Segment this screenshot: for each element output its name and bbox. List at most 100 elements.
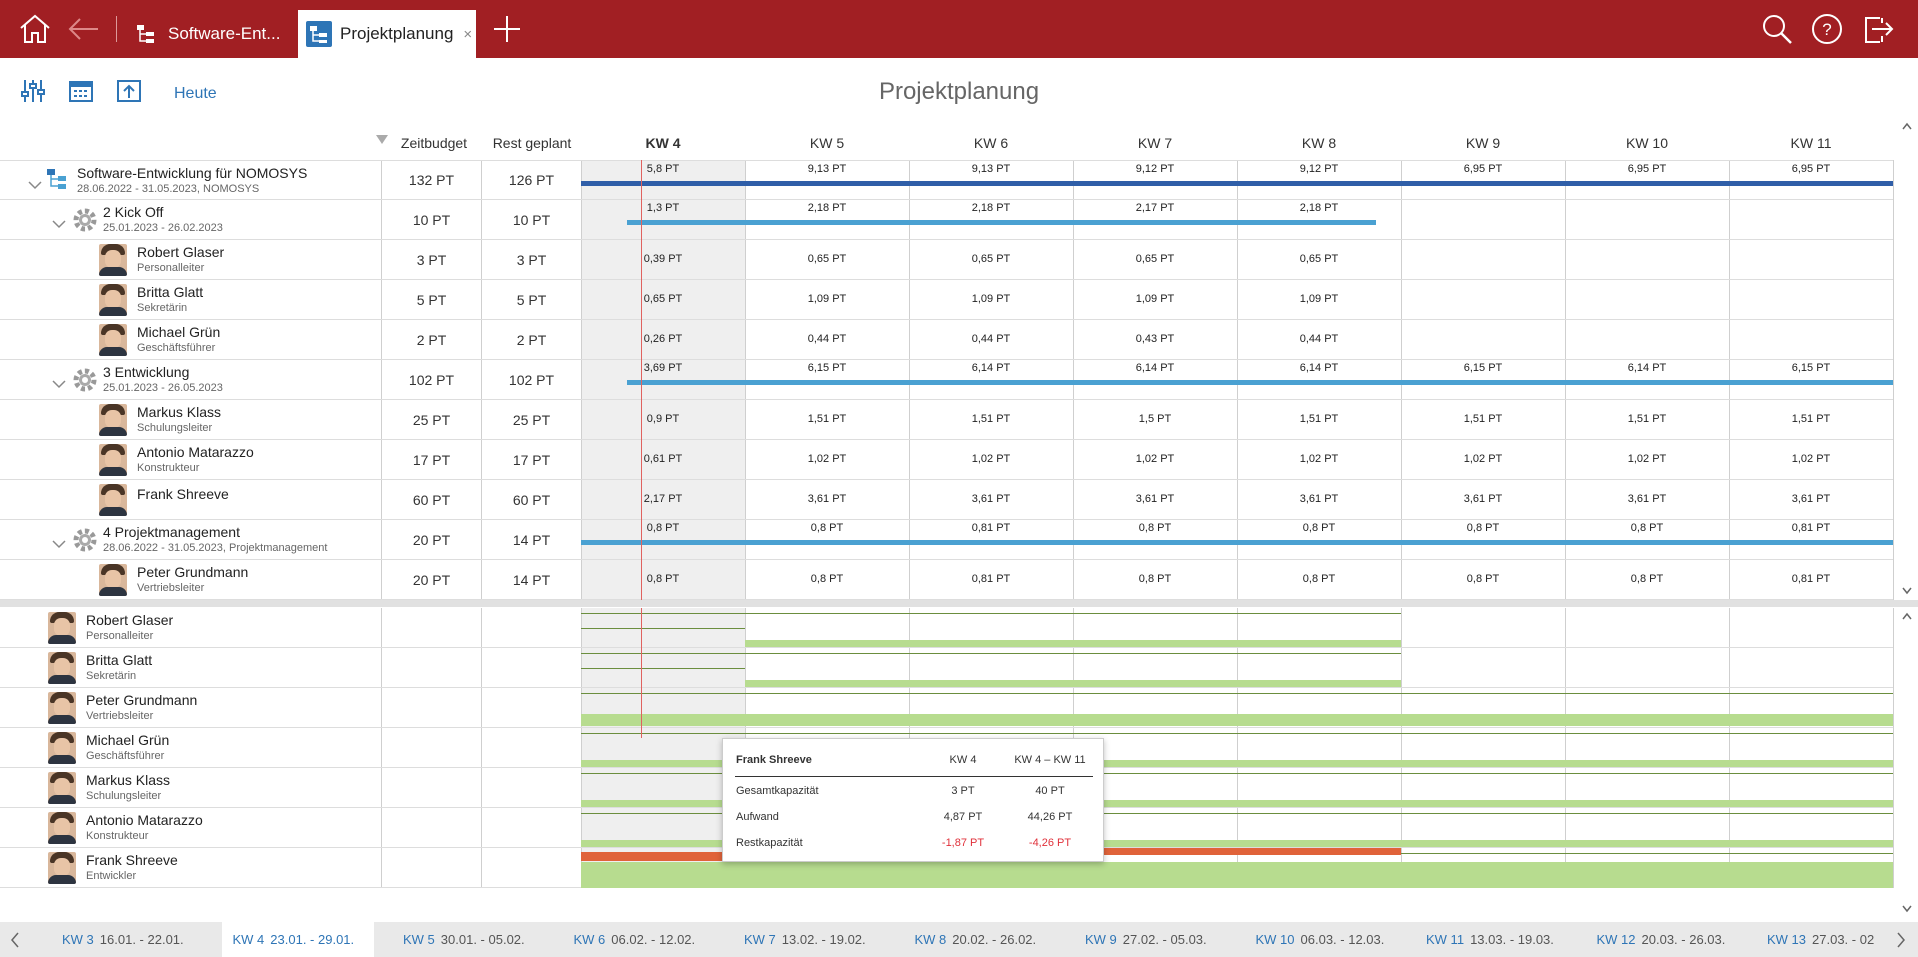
column-header-week[interactable]: KW 6 [973,135,1009,151]
week-effort-value: 1,51 PT [807,413,847,425]
settings-sliders-icon[interactable] [20,78,46,104]
help-icon[interactable]: ? [1808,10,1846,48]
week-nav-item[interactable]: KW 11 13.03. - 19.03. [1426,932,1554,947]
tab-software-entwicklung[interactable]: Software-Ent... [126,10,294,58]
row-subtitle: Schulungsleiter [137,422,213,434]
pane-splitter[interactable] [0,600,1918,607]
week-nav-item[interactable]: KW 4 23.01. - 29.01. [233,932,355,947]
avatar [99,404,127,436]
export-icon[interactable] [116,78,142,104]
week-nav-item[interactable]: KW 5 30.01. - 05.02. [403,932,525,947]
week-effort-value: 1,51 PT [1627,413,1667,425]
week-effort-value: 3,61 PT [1463,493,1503,505]
week-nav-item[interactable]: KW 7 13.02. - 19.02. [744,932,866,947]
week-effort-value: 9,12 PT [1135,163,1175,175]
capacity-bar[interactable] [745,680,1401,687]
plan-row-person[interactable]: Frank Shreeve 60 PT 60 PT 2,17 PT 3,61 PT 3,6… [0,480,1893,520]
resource-row[interactable]: Peter Grundmann Vertriebsleiter [0,688,1893,728]
chevron-down-icon[interactable] [28,177,42,195]
capacity-bar[interactable] [745,640,1401,647]
chevron-down-icon[interactable] [52,376,66,394]
resource-name: Antonio Matarazzo [86,812,203,828]
resource-row[interactable]: Robert Glaser Personalleiter [0,608,1893,648]
capacity-bar[interactable] [581,800,1893,807]
zeitbudget-cell: 132 PT [408,172,455,188]
column-divider [581,608,582,888]
resource-row[interactable]: Frank Shreeve Entwickler [0,848,1893,888]
column-header-week[interactable]: KW 9 [1465,135,1501,151]
week-nav-item[interactable]: KW 12 20.03. - 26.03. [1597,932,1726,947]
scroll-down-arrow-icon[interactable] [1902,905,1912,913]
resource-name: Peter Grundmann [86,692,198,708]
column-divider [1237,608,1238,888]
column-header-week[interactable]: KW 8 [1301,135,1337,151]
plan-row-project[interactable]: Software-Entwicklung für NOMOSYS 28.06.20… [0,160,1893,200]
logout-icon[interactable] [1858,10,1896,48]
chevron-left-icon[interactable] [10,932,20,948]
schedule-bar[interactable] [581,181,1893,186]
week-nav-item[interactable]: KW 13 27.03. - 02 [1767,932,1874,947]
plan-row-person[interactable]: Markus Klass Schulungsleiter 25 PT 25 PT 0,9… [0,400,1893,440]
close-icon[interactable]: × [463,25,473,43]
plan-row-person[interactable]: Robert Glaser Personalleiter 3 PT 3 PT 0,39 … [0,240,1893,280]
row-subtitle: Sekretärin [137,302,188,314]
plan-row-person[interactable]: Britta Glatt Sekretärin 5 PT 5 PT 0,65 PT 1,0… [0,280,1893,320]
tooltip-value-negative: -4,26 PT [1028,837,1072,849]
overload-bar[interactable] [581,852,745,861]
top-bar: Software-Ent... Projektplanung × ? [0,0,1918,58]
column-header-week[interactable]: KW 10 [1625,135,1668,151]
capacity-bar[interactable] [581,760,1893,767]
week-nav-item[interactable]: KW 6 06.02. - 12.02. [574,932,696,947]
plan-row-phase[interactable]: 2 Kick Off 25.01.2023 - 26.02.2023 10 PT 10… [0,200,1893,240]
chevron-right-icon[interactable] [1896,932,1906,948]
column-header-week[interactable]: KW 11 [1790,135,1832,151]
add-tab-icon[interactable] [488,10,526,48]
capacity-line [581,613,1401,614]
plan-row-person[interactable]: Antonio Matarazzo Konstrukteur 17 PT 17 PT 0… [0,440,1893,480]
capacity-line [581,653,1401,654]
search-icon[interactable] [1758,10,1796,48]
week-nav-kw: KW 4 [232,932,265,947]
resource-role: Geschäftsführer [86,750,165,762]
plan-row-phase[interactable]: 3 Entwicklung 25.01.2023 - 26.05.2023 102 … [0,360,1893,400]
week-nav-range: 30.01. - 05.02. [440,932,525,947]
plan-row-person[interactable]: Peter Grundmann Vertriebsleiter 20 PT 14 PT… [0,560,1893,600]
week-effort-value: 0,61 PT [643,453,683,465]
week-active-highlight [222,922,374,957]
resource-row[interactable]: Britta Glatt Sekretärin [0,648,1893,688]
schedule-bar[interactable] [626,380,1893,385]
column-header-zeitbudget[interactable]: Zeitbudget [400,135,468,151]
scroll-up-arrow-icon[interactable] [1902,122,1912,130]
schedule-bar[interactable] [626,220,1377,225]
week-nav-item[interactable]: KW 3 16.01. - 22.01. [62,932,184,947]
column-header-week[interactable]: KW 4 [645,135,681,151]
sort-down-icon[interactable] [376,135,388,145]
calendar-icon[interactable] [68,78,94,104]
week-nav-item[interactable]: KW 8 20.02. - 26.02. [915,932,1037,947]
tab-label: Projektplanung [340,24,454,43]
capacity-bar[interactable] [581,862,1893,888]
scroll-down-arrow-icon[interactable] [1902,587,1912,595]
week-effort-value: 1,51 PT [1791,413,1831,425]
home-icon[interactable] [16,10,54,48]
capacity-bar[interactable] [581,840,1893,847]
schedule-bar[interactable] [581,540,1893,545]
today-button[interactable]: Heute [174,85,217,102]
capacity-bar[interactable] [581,714,1893,726]
tab-projektplanung[interactable]: Projektplanung × [298,10,476,58]
column-header-week[interactable]: KW 7 [1137,135,1173,151]
back-arrow-icon[interactable] [64,10,102,48]
chevron-down-icon[interactable] [52,536,66,554]
plan-row-person[interactable]: Michael Grün Geschäftsführer 2 PT 2 PT 0,26 … [0,320,1893,360]
toolbar-separator [116,16,117,42]
column-header-rest-geplant[interactable]: Rest geplant [492,135,572,151]
scroll-up-arrow-icon[interactable] [1902,612,1912,620]
week-effort-value: 6,14 PT [971,362,1011,374]
plan-row-phase[interactable]: 4 Projektmanagement 28.06.2022 - 31.05.20… [0,520,1893,560]
column-header-week[interactable]: KW 5 [809,135,845,151]
week-nav-item[interactable]: KW 10 06.03. - 12.03. [1256,932,1385,947]
tooltip-value-negative: -1,87 PT [941,837,985,849]
week-nav-item[interactable]: KW 9 27.02. - 05.03. [1085,932,1207,947]
chevron-down-icon[interactable] [52,216,66,234]
overload-bar[interactable] [1073,848,1401,855]
